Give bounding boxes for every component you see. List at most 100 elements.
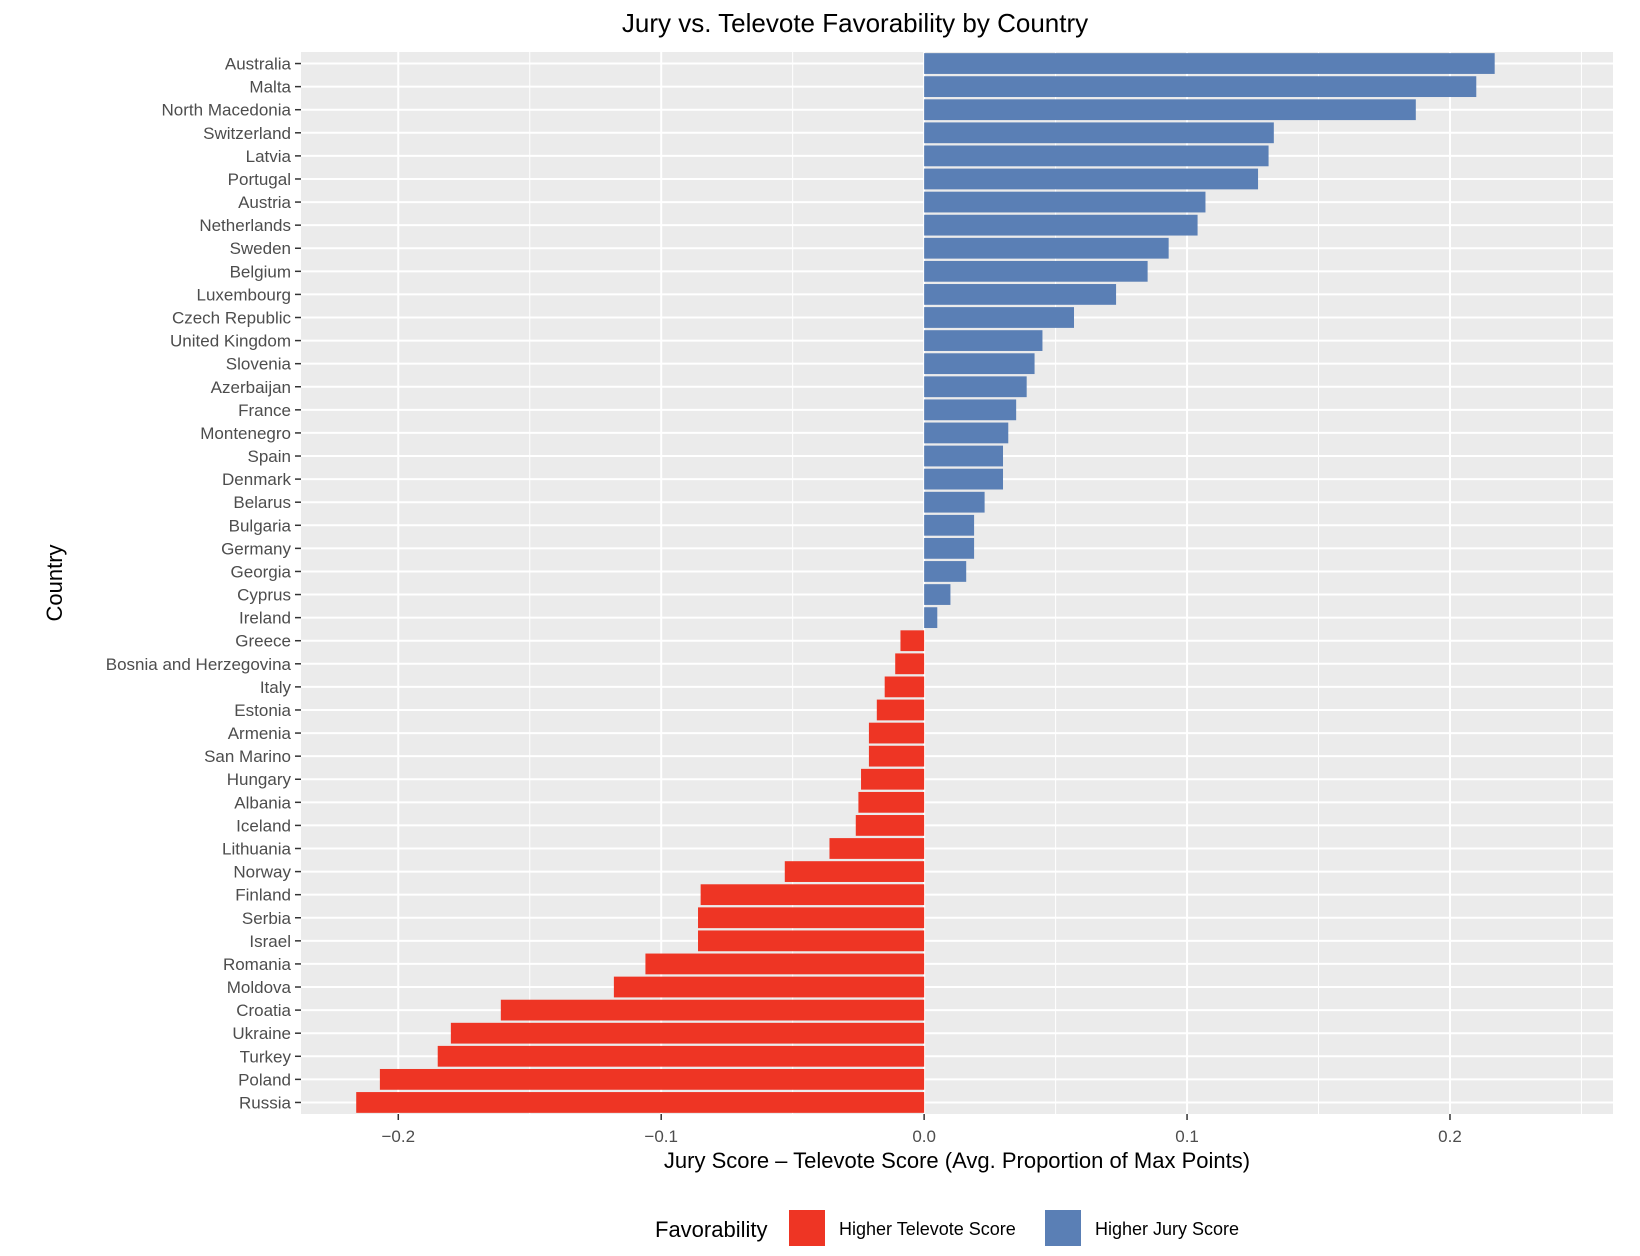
bar: [924, 307, 1075, 328]
bar: [924, 237, 1169, 259]
y-tick-label: Greece: [235, 632, 291, 651]
x-axis-title: Jury Score – Televote Score (Avg. Propor…: [664, 1148, 1250, 1173]
bar: [379, 1068, 925, 1090]
bar: [700, 884, 925, 906]
bar: [924, 491, 985, 513]
bar: [861, 768, 925, 790]
y-tick-label: United Kingdom: [170, 332, 291, 351]
y-tick-label: Belgium: [230, 262, 291, 281]
y-tick-label: Luxembourg: [196, 285, 291, 304]
bar: [924, 76, 1477, 98]
bar: [829, 838, 925, 859]
y-tick-label: Turkey: [240, 1047, 292, 1066]
y-tick-label: Belarus: [233, 493, 291, 512]
bar: [924, 353, 1035, 375]
y-tick-label: Albania: [234, 793, 291, 812]
x-tick-label: −0.1: [644, 1127, 678, 1146]
bar: [924, 468, 1004, 490]
legend-swatch-televote: [789, 1210, 825, 1246]
bar: [450, 1022, 925, 1044]
y-tick-label: Austria: [238, 193, 291, 212]
y-tick-label: Bulgaria: [229, 516, 292, 535]
bar: [500, 999, 925, 1021]
bar: [924, 284, 1117, 305]
bar: [924, 422, 1009, 444]
y-tick-label: Lithuania: [222, 840, 292, 859]
bar: [924, 191, 1206, 213]
bar: [645, 953, 925, 975]
y-tick-label: Azerbaijan: [211, 378, 291, 397]
y-tick-label: Armenia: [228, 724, 292, 743]
x-tick-label: 0.1: [1175, 1127, 1199, 1146]
y-tick-label: Slovenia: [226, 355, 292, 374]
y-tick-label: Malta: [249, 78, 291, 97]
bar: [784, 861, 925, 882]
y-tick-label: Moldova: [227, 978, 292, 997]
legend-title: Favorability: [655, 1217, 767, 1242]
bar: [924, 53, 1495, 74]
bar: [855, 815, 925, 836]
y-tick-label: Czech Republic: [172, 309, 292, 328]
bar: [924, 330, 1043, 351]
bars: [356, 53, 1495, 1113]
legend: Favorability Higher Televote Score Highe…: [655, 1210, 1239, 1246]
bar: [924, 168, 1259, 190]
bar: [884, 676, 925, 698]
y-tick-label: Iceland: [236, 816, 291, 835]
bar: [924, 561, 967, 582]
bar: [698, 930, 925, 952]
y-tick-label: Estonia: [234, 701, 291, 720]
bar: [858, 791, 925, 813]
y-tick-label: Denmark: [222, 470, 291, 489]
bar: [698, 907, 925, 929]
y-tick-label: Ireland: [239, 609, 291, 628]
bar: [924, 260, 1148, 282]
bar: [876, 699, 925, 721]
y-tick-label: Ukraine: [232, 1024, 291, 1043]
y-tick-label: Latvia: [246, 147, 292, 166]
y-tick-label: Spain: [248, 447, 291, 466]
y-tick-label: Germany: [221, 539, 291, 558]
x-tick-label: −0.2: [382, 1127, 416, 1146]
y-tick-label: Israel: [249, 932, 291, 951]
chart-title: Jury vs. Televote Favorability by Countr…: [622, 8, 1088, 38]
legend-label-televote: Higher Televote Score: [839, 1219, 1016, 1239]
y-tick-label: Poland: [238, 1070, 291, 1089]
x-axis-ticks: −0.2 −0.1 0.0 0.1 0.2: [382, 1114, 1462, 1146]
bar: [437, 1045, 925, 1067]
y-tick-label: Georgia: [231, 562, 292, 581]
y-tick-label: Hungary: [227, 770, 292, 789]
y-tick-label: Switzerland: [203, 124, 291, 143]
y-axis-ticks: Australia Malta North Macedonia Switzerland…: [106, 55, 301, 1112]
bar: [924, 514, 975, 536]
y-tick-label: Russia: [239, 1093, 292, 1112]
bar: [924, 607, 938, 629]
bar: [924, 122, 1274, 144]
y-tick-label: Finland: [235, 886, 291, 905]
bar: [895, 653, 925, 675]
y-tick-label: Bosnia and Herzegovina: [106, 655, 292, 674]
y-tick-label: Netherlands: [199, 216, 291, 235]
bar: [924, 376, 1027, 398]
bar: [900, 630, 925, 652]
y-axis-title: Country: [42, 544, 67, 621]
y-tick-label: Norway: [233, 863, 291, 882]
bar: [924, 445, 1004, 467]
y-tick-label: Romania: [223, 955, 292, 974]
y-tick-label: Italy: [260, 678, 292, 697]
y-tick-label: Cyprus: [237, 586, 291, 605]
bar: [356, 1092, 925, 1113]
y-tick-label: North Macedonia: [162, 101, 292, 120]
x-tick-label: 0.0: [912, 1127, 936, 1146]
legend-label-jury: Higher Jury Score: [1095, 1219, 1239, 1239]
x-tick-label: 0.2: [1438, 1127, 1462, 1146]
bar: [868, 745, 925, 767]
bar: [868, 722, 925, 744]
bar: [924, 584, 951, 605]
y-tick-label: France: [238, 401, 291, 420]
y-tick-label: Croatia: [236, 1001, 291, 1020]
y-tick-label: Portugal: [228, 170, 291, 189]
bar: [924, 537, 975, 559]
y-tick-label: Montenegro: [200, 424, 291, 443]
